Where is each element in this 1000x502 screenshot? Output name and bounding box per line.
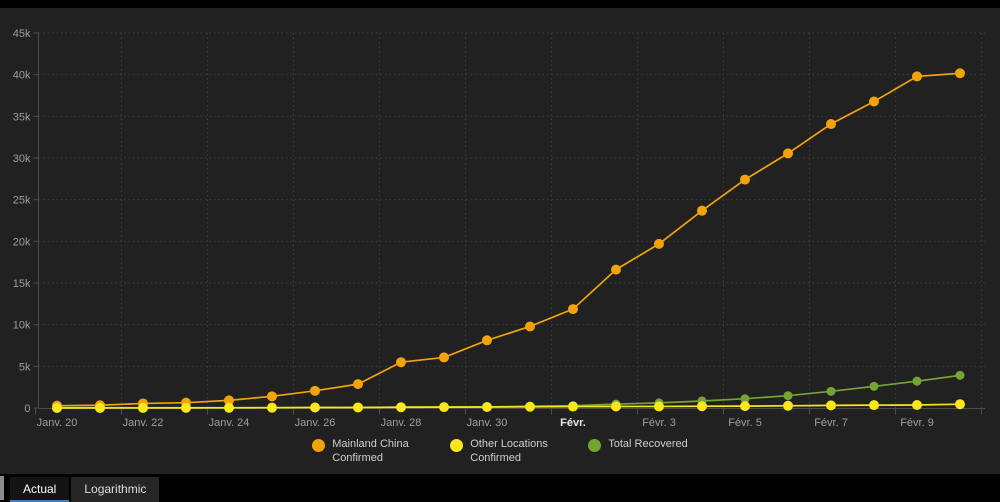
data-point[interactable] [310,402,320,413]
x-axis-tick-label: Janv. 26 [295,417,336,429]
data-point[interactable] [740,174,750,185]
data-point[interactable] [224,402,234,413]
data-point[interactable] [912,399,922,410]
tab-bar-edge-sliver [0,476,4,500]
data-point[interactable] [826,386,836,396]
tab-bar: Actual Logarithmic [0,474,1000,502]
y-axis-tick-label: 20k [13,236,31,248]
data-point[interactable] [439,352,449,363]
data-point[interactable] [267,391,277,402]
data-point[interactable] [740,401,750,412]
data-point[interactable] [310,385,320,396]
y-axis-tick-label: 0 [24,403,30,415]
y-axis-tick-label: 10k [13,320,31,332]
data-point[interactable] [955,68,965,79]
x-axis-tick-label: Févr. 3 [642,417,676,429]
tab-actual[interactable]: Actual [10,477,70,502]
x-axis-tick-label: Janv. 20 [37,417,78,429]
data-point[interactable] [654,238,664,249]
data-point[interactable] [611,401,621,412]
x-axis-tick-label: Janv. 22 [123,417,164,429]
gridlines: 0 5k 10k 15k 20k 25k 30k 35k 40k 45k Janv. 20 Janv.… [13,28,985,429]
chart-legend: Mainland China Confirmed Other Locations … [0,438,1000,466]
data-point[interactable] [783,148,793,159]
data-point[interactable] [525,401,535,412]
y-axis-tick-label: 5k [19,361,31,373]
legend-item-label: Other Locations Confirmed [470,438,548,464]
legend-dot-icon [588,439,602,452]
data-point[interactable] [955,370,965,380]
series-line [56,72,961,407]
data-point[interactable] [955,399,965,410]
data-point[interactable] [52,402,62,413]
data-point[interactable] [353,379,363,390]
legend-item-label: Total Recovered [608,438,688,450]
y-axis-tick-label: 15k [13,278,31,290]
x-axis-tick-label: Févr. 5 [728,417,762,429]
data-point[interactable] [826,119,836,130]
data-point[interactable] [740,394,750,404]
data-point[interactable] [697,401,707,412]
axes [38,33,985,409]
data-point[interactable] [267,402,277,413]
data-point[interactable] [525,321,535,332]
data-point[interactable] [783,391,793,401]
y-axis-tick-label: 35k [13,111,31,123]
legend-item-1: Other Locations Confirmed [450,438,562,466]
data-point[interactable] [482,402,492,413]
data-point[interactable] [396,402,406,413]
data-point[interactable] [95,402,105,413]
data-point[interactable] [912,376,922,386]
x-axis-tick-label: Févr. 9 [900,417,934,429]
legend-item-0: Mainland China Confirmed [312,438,424,466]
legend-dot-icon [450,439,464,452]
series-line [56,403,961,409]
tab-logarithmic[interactable]: Logarithmic [71,477,160,502]
data-point[interactable] [181,402,191,413]
series-mainland-china-confirmed [52,68,965,411]
x-axis-tick-label: Févr. [560,417,586,429]
legend-item-label: Mainland China Confirmed [332,438,409,464]
x-axis-tick-label: Janv. 24 [209,417,250,429]
x-axis-tick-label: Janv. 28 [381,417,422,429]
data-point[interactable] [783,400,793,411]
y-axis-tick-label: 25k [13,195,31,207]
data-point[interactable] [482,335,492,346]
legend-dot-icon [312,439,326,452]
data-point[interactable] [568,304,578,315]
series-other-locations-confirmed [52,399,965,413]
line-chart: 0 5k 10k 15k 20k 25k 30k 35k 40k 45k Janv. 20 Janv.… [13,28,985,429]
data-point[interactable] [869,96,879,107]
data-point[interactable] [138,402,148,413]
chart-panel: 0 5k 10k 15k 20k 25k 30k 35k 40k 45k Janv. 20 Janv.… [0,8,1000,474]
data-point[interactable] [224,395,234,406]
y-axis-tick-label: 40k [13,70,31,82]
data-point[interactable] [869,381,879,391]
y-axis-tick-label: 30k [13,153,31,165]
data-point[interactable] [568,401,578,412]
x-axis-tick-label: Janv. 30 [467,417,508,429]
y-axis-tick-label: 45k [13,28,31,40]
data-point[interactable] [396,357,406,368]
data-point[interactable] [353,402,363,413]
data-point[interactable] [611,264,621,275]
data-point[interactable] [654,401,664,412]
scale-tabs: Actual Logarithmic [10,477,160,502]
data-point[interactable] [912,71,922,82]
data-point[interactable] [439,402,449,413]
x-axis-tick-label: Févr. 7 [814,417,848,429]
data-point[interactable] [697,205,707,216]
legend-item-2: Total Recovered [588,438,688,452]
data-point[interactable] [869,400,879,411]
data-point[interactable] [826,400,836,411]
